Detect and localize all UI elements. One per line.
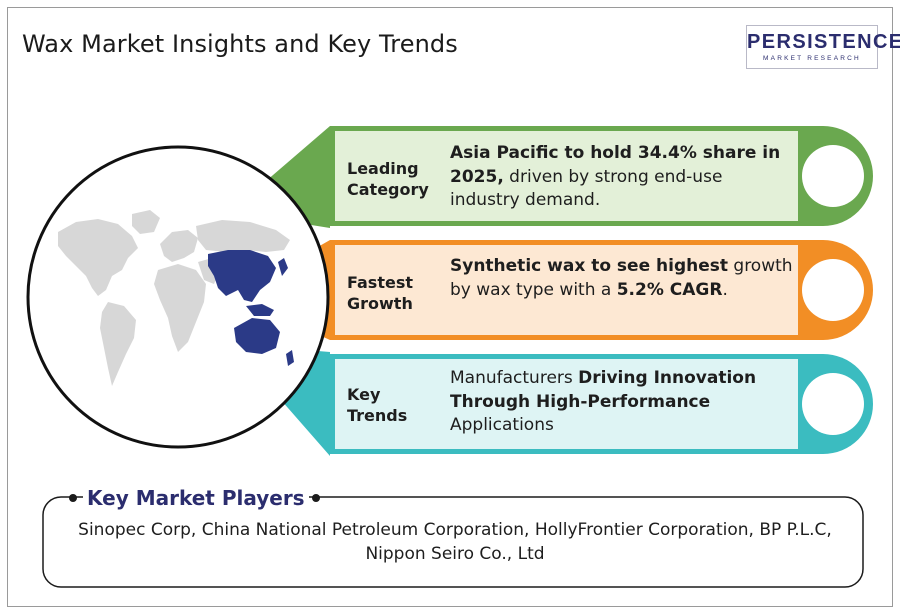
category-line: Category: [347, 180, 429, 199]
southeast-asia-islands: [246, 304, 274, 316]
insight-text: growth by wax type with a: [450, 256, 793, 300]
leading-category-label: Leading Category: [347, 158, 429, 200]
category-line: Key: [347, 385, 381, 404]
category-line: Trends: [347, 406, 408, 425]
players-title: Key Market Players: [83, 486, 309, 510]
insight-bold: Synthetic wax to see highest: [450, 256, 728, 276]
europe-land: [160, 230, 198, 262]
fastest-growth-label: Fastest Growth: [347, 272, 413, 314]
leading-category-knob: [802, 145, 864, 207]
north-asia-land: [196, 220, 290, 252]
insight-text: driven by strong end-use industry demand…: [450, 166, 723, 211]
fastest-growth-text: Synthetic wax to see highest growth by w…: [450, 255, 795, 302]
key-trends-text: Manufacturers Driving Innovation Through…: [450, 367, 795, 438]
key-trends-panel: [335, 359, 798, 449]
africa-land: [154, 264, 206, 352]
insight-text: .: [722, 279, 728, 300]
north-america-land: [58, 219, 138, 296]
page-title: Wax Market Insights and Key Trends: [22, 30, 458, 58]
insight-bold: 5.2% CAGR: [616, 279, 723, 300]
logo-subtitle: MARKET RESEARCH: [763, 55, 861, 62]
greenland-land: [132, 210, 160, 234]
category-line: Leading: [347, 159, 419, 178]
players-title-bullet-left: [69, 494, 77, 502]
logo-wordmark: PERSISTENCE: [747, 31, 900, 53]
insight-bold: Asia Pacific to hold 34.4% share in 2025…: [450, 143, 781, 187]
players-title-bullet-right: [312, 494, 320, 502]
world-globe: [26, 145, 330, 449]
insight-bold: Driving Innovation Through High-Performa…: [450, 368, 757, 412]
leading-category-panel: [335, 131, 798, 221]
players-box: [42, 496, 864, 588]
category-line: Growth: [347, 294, 413, 313]
insight-text: Applications: [450, 415, 554, 435]
japan-region: [278, 258, 288, 276]
fastest-growth-panel: [335, 245, 798, 335]
players-list: Sinopec Corp, China National Petroleum C…: [78, 520, 832, 564]
fastest-growth-knob: [802, 259, 864, 321]
brand-logo: PERSISTENCE MARKET RESEARCH: [746, 25, 900, 69]
leading-category-text: Asia Pacific to hold 34.4% share in 2025…: [450, 142, 795, 213]
south-america-land: [100, 302, 136, 386]
insight-text: Manufacturers: [450, 368, 579, 388]
asia-pacific-region: [208, 250, 276, 302]
category-line: Fastest: [347, 273, 413, 292]
new-zealand-region: [286, 350, 294, 366]
key-trends-knob: [802, 373, 864, 435]
australia-region: [234, 318, 280, 354]
key-trends-label: Key Trends: [347, 384, 407, 426]
